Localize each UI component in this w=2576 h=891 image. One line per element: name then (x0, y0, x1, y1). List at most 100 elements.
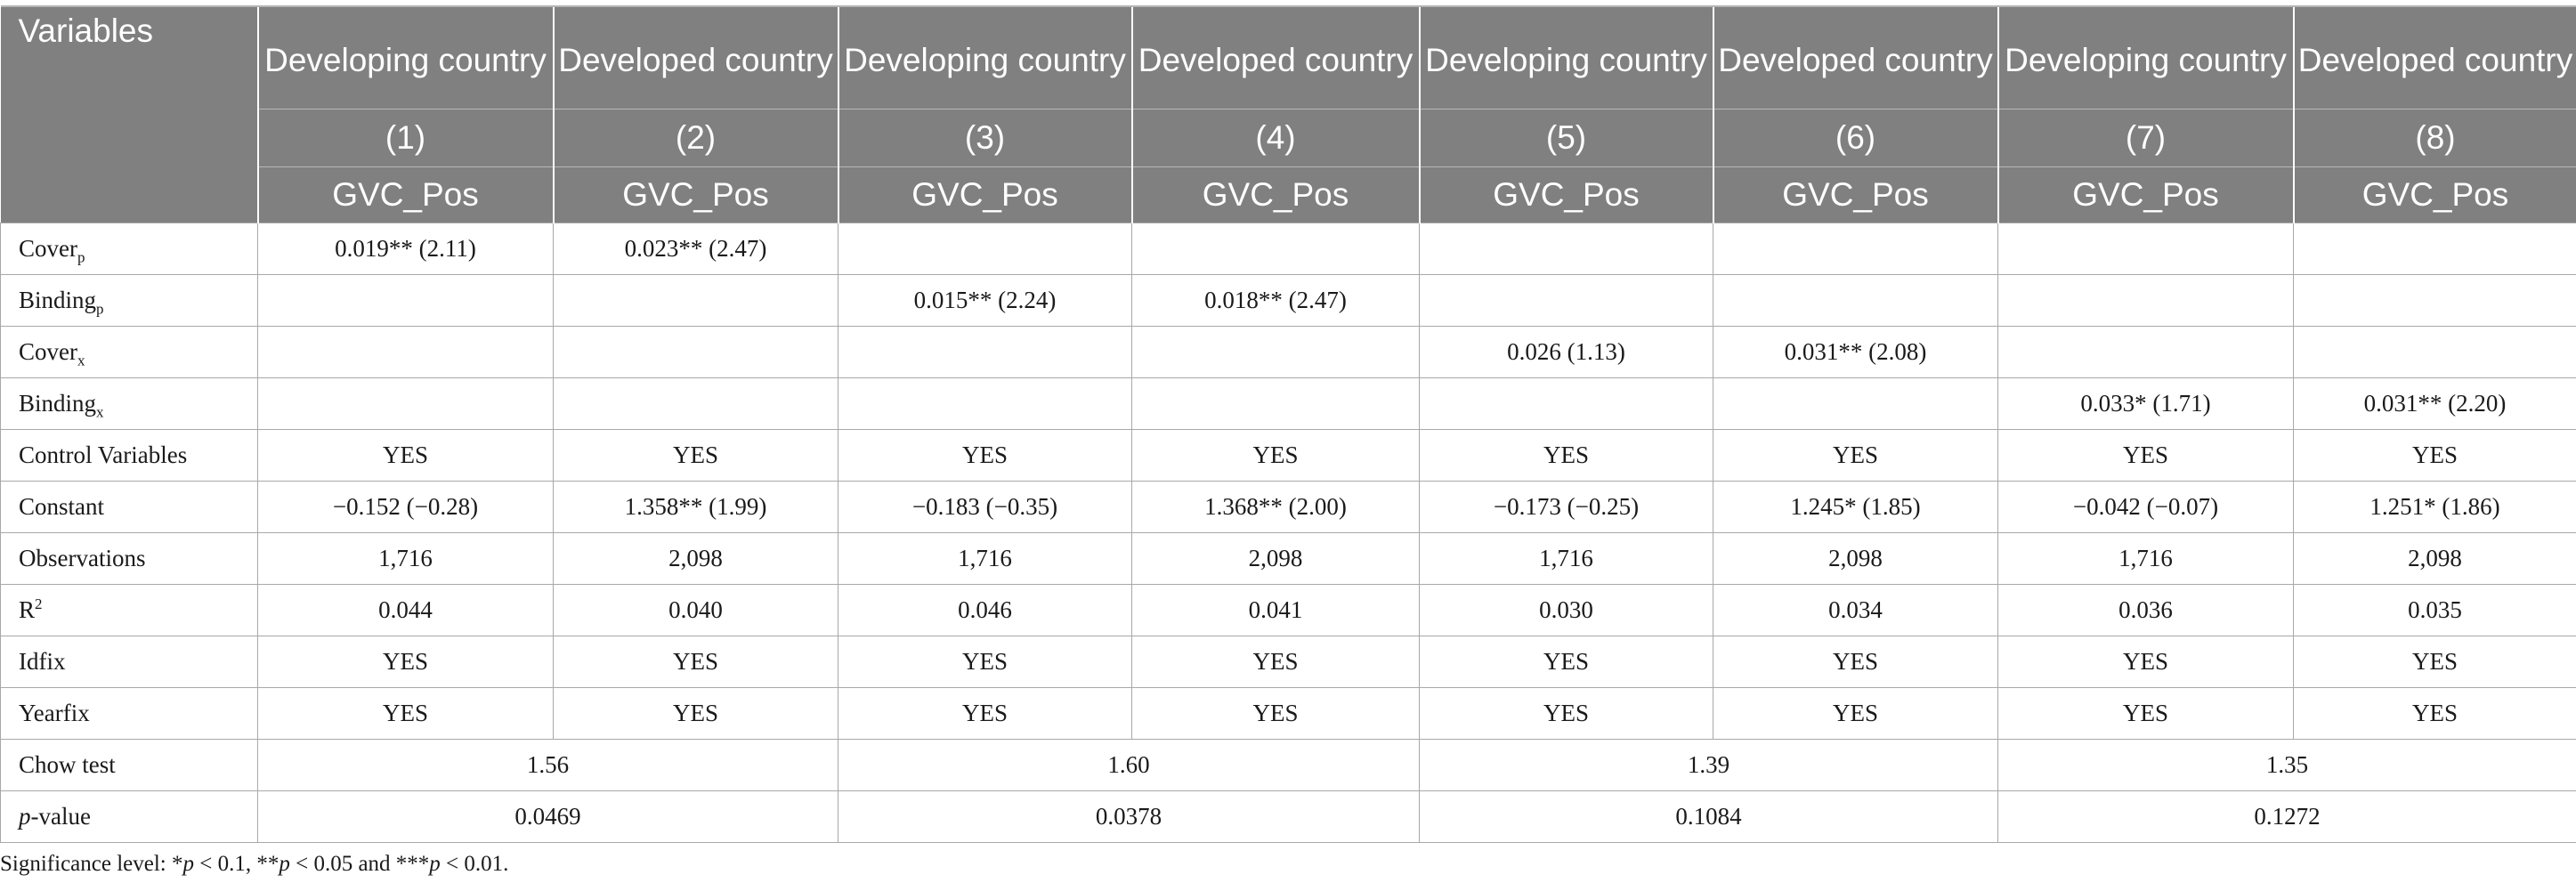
model-number: (1) (256, 109, 554, 167)
table-cell: YES (1997, 636, 2294, 688)
row-cover-p: Coverp 0.019** (2.11) 0.023** (2.47) (0, 223, 2576, 275)
table-cell: YES (2293, 687, 2576, 740)
table-cell (1997, 326, 2294, 378)
table-cell: 0.0469 (257, 790, 838, 843)
row-label-cover-x: Coverx (0, 326, 258, 378)
table-cell: 0.1084 (1419, 790, 1998, 843)
row-label-text: -value (30, 803, 91, 830)
table-cell (1997, 223, 2294, 275)
dependent-variable: GVC_Pos (1712, 166, 1998, 223)
table-cell: 0.023** (2.47) (553, 223, 838, 275)
table-cell: 2,098 (2293, 532, 2576, 585)
note-italic: p (279, 852, 290, 876)
row-label-subscript: p (77, 248, 85, 266)
table-cell: 0.1272 (1997, 790, 2576, 843)
row-label-text: Cover (19, 235, 77, 262)
table-cell: 0.030 (1419, 584, 1713, 636)
table-cell: YES (1131, 687, 1420, 740)
row-p-value: p-value 0.0469 0.0378 0.1084 0.1272 (0, 790, 2576, 843)
row-label-superscript: 2 (35, 595, 43, 612)
row-label-constant: Constant (0, 481, 258, 533)
table-cell: 0.046 (838, 584, 1132, 636)
dependent-variable: GVC_Pos (837, 166, 1132, 223)
table-cell: 0.019** (2.11) (257, 223, 554, 275)
dependent-variable: GVC_Pos (256, 166, 554, 223)
table-body: Coverp 0.019** (2.11) 0.023** (2.47) Bin… (0, 223, 2576, 843)
table-cell (838, 326, 1132, 378)
table-cell: YES (257, 429, 554, 482)
row-label-idfix: Idfix (0, 636, 258, 688)
row-label-yearfix: Yearfix (0, 687, 258, 740)
table-cell: 2,098 (1131, 532, 1420, 585)
table-cell (257, 326, 554, 378)
table-cell (1419, 377, 1713, 430)
table-cell: 0.035 (2293, 584, 2576, 636)
table-cell: YES (1997, 429, 2294, 482)
variables-header: Variables (0, 5, 258, 223)
table-cell: 1.358** (1.99) (553, 481, 838, 533)
dependent-variable: GVC_Pos (2292, 166, 2576, 223)
table-cell: YES (553, 687, 838, 740)
row-cover-x: Coverx 0.026 (1.13) 0.031** (2.08) (0, 326, 2576, 378)
table-cell: YES (2293, 636, 2576, 688)
table-cell (2293, 223, 2576, 275)
group-header: Developing country (1997, 5, 2294, 109)
table-cell: YES (838, 429, 1132, 482)
table-cell: YES (553, 429, 838, 482)
model-number: (7) (1997, 109, 2294, 167)
table-cell: 2,098 (1713, 532, 1998, 585)
table-cell: −0.152 (−0.28) (257, 481, 554, 533)
table-cell: YES (1419, 687, 1713, 740)
model-number: (4) (1130, 109, 1420, 167)
row-label-text: R (19, 596, 36, 623)
dependent-variable: GVC_Pos (1130, 166, 1420, 223)
row-constant: Constant −0.152 (−0.28) 1.358** (1.99) −… (0, 481, 2576, 533)
model-number: (2) (552, 109, 838, 167)
model-number: (6) (1712, 109, 1998, 167)
table-cell: YES (1713, 687, 1998, 740)
table-cell (1419, 274, 1713, 327)
table-cell: YES (257, 687, 554, 740)
regression-table-container: Variables Developing country Developed c… (0, 5, 2576, 843)
group-header: Developed country (1130, 5, 1420, 109)
row-label-subscript: x (77, 352, 85, 369)
table-cell: YES (1713, 429, 1998, 482)
row-r-squared: R2 0.044 0.040 0.046 0.041 0.030 0.034 0… (0, 584, 2576, 636)
table-cell: YES (1419, 636, 1713, 688)
table-cell (553, 326, 838, 378)
table-cell: 0.041 (1131, 584, 1420, 636)
dependent-variable: GVC_Pos (1418, 166, 1713, 223)
table-cell: 0.0378 (838, 790, 1420, 843)
table-cell: 0.018** (2.47) (1131, 274, 1420, 327)
table-cell (2293, 326, 2576, 378)
row-binding-x: Bindingx 0.033* (1.71) 0.031** (2.20) (0, 377, 2576, 430)
table-cell: 1.245* (1.85) (1713, 481, 1998, 533)
table-cell: 1.368** (2.00) (1131, 481, 1420, 533)
dependent-variable: GVC_Pos (1997, 166, 2294, 223)
table-cell: −0.173 (−0.25) (1419, 481, 1713, 533)
table-cell: −0.183 (−0.35) (838, 481, 1132, 533)
group-header: Developed country (552, 5, 838, 109)
row-label-italic: p (19, 803, 31, 830)
group-header: Developed country (2292, 5, 2576, 109)
row-label-binding-x: Bindingx (0, 377, 258, 430)
note-text: < 0.1, ** (193, 852, 279, 876)
note-text: Significance level: * (0, 852, 183, 876)
row-label-chow-test: Chow test (0, 739, 258, 791)
table-cell: YES (1997, 687, 2294, 740)
table-header: Variables Developing country Developed c… (0, 5, 2576, 223)
table-cell: 1,716 (838, 532, 1132, 585)
row-idfix: Idfix YES YES YES YES YES YES YES YES (0, 636, 2576, 688)
table-cell: YES (838, 687, 1132, 740)
table-cell (1713, 223, 1998, 275)
table-cell: 0.031** (2.20) (2293, 377, 2576, 430)
header-row-model-numbers: (1) (2) (3) (4) (5) (6) (7) (8) (1, 109, 2576, 167)
table-cell: 0.036 (1997, 584, 2294, 636)
table-cell (2293, 274, 2576, 327)
table-cell: YES (2293, 429, 2576, 482)
table-cell: 0.015** (2.24) (838, 274, 1132, 327)
table-cell: 0.033* (1.71) (1997, 377, 2294, 430)
row-control-variables: Control Variables YES YES YES YES YES YE… (0, 429, 2576, 482)
row-binding-p: Bindingp 0.015** (2.24) 0.018** (2.47) (0, 274, 2576, 327)
table-cell: 2,098 (553, 532, 838, 585)
